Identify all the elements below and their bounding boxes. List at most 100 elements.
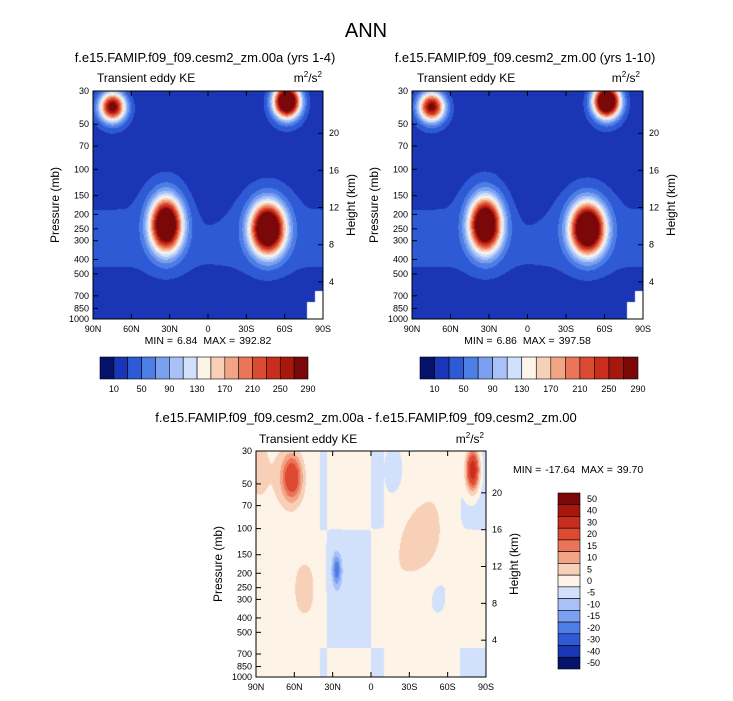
pressure-tick-label: 100 [393,164,408,174]
colorbar-label: -15 [587,611,600,621]
x-tick-label: 0 [205,324,210,334]
colorbar-label: 90 [164,384,174,394]
colorbar-box [182,356,198,380]
panel-title: f.e15.FAMIP.f09_f09.cesm2_zm.00a (yrs 1-… [75,50,336,65]
pressure-tick-label: 850 [393,303,408,313]
colorbar-box [99,356,115,380]
height-tick-label: 16 [329,165,339,175]
colorbar-label: 10 [430,384,440,394]
colorbar-box [224,356,239,380]
pressure-tick-label: 250 [74,224,89,234]
colorbar-box [448,356,464,380]
colorbar-box [196,356,212,380]
field-label: Transient eddy KE [259,432,357,446]
panel-top-left: f.e15.FAMIP.f09_f09.cesm2_zm.00a (yrs 1-… [48,50,358,394]
colorbar-box [623,356,639,380]
colorbar-box [557,516,581,529]
max-label: MAX = [581,464,613,476]
x-tick-label: 90N [248,682,265,692]
colorbar-label: -30 [587,635,600,645]
panel-title: f.e15.FAMIP.f09_f09.cesm2_zm.00a - f.e15… [155,410,577,425]
colorbar-box [141,356,156,380]
x-tick-label: 60N [123,324,140,334]
colorbar-box [155,356,170,380]
x-tick-label: 60S [277,324,293,334]
max-label: MAX = [523,335,555,347]
pressure-tick-label: 850 [237,662,252,672]
pressure-tick-label: 250 [237,583,252,593]
colorbar-label: 20 [587,529,597,539]
units-sup: 2 [318,70,323,79]
min-label: MIN = [513,464,541,476]
pressure-tick-label: 50 [242,479,252,489]
contour-field [412,91,643,319]
colorbar-box [492,356,508,380]
colorbar-box [266,356,281,380]
units-base: m [294,71,304,85]
x-tick-label: 30N [481,324,498,334]
colorbar-box [521,356,537,380]
pressure-tick-label: 700 [74,291,89,301]
pressure-tick-label: 700 [393,291,408,301]
x-tick-label: 30S [238,324,254,334]
min-value: 6.86 [496,335,517,347]
colorbar-box [557,598,581,611]
max-value: 39.70 [617,464,643,476]
height-tick-label: 4 [492,635,497,645]
y-axis-right-label: Height (km) [664,174,678,236]
panel-title: f.e15.FAMIP.f09_f09.cesm2_zm.00 (yrs 1-1… [395,50,656,65]
pressure-tick-label: 70 [79,141,89,151]
pressure-tick-label: 50 [79,119,89,129]
min-value: -17.64 [545,464,575,476]
height-tick-label: 4 [329,277,334,287]
y-axis-label: Pressure (mb) [48,167,62,243]
pressure-tick-label: 400 [237,613,252,623]
contour-field [93,91,323,319]
colorbar-label: 0 [587,576,592,586]
colorbar-label: 290 [300,384,315,394]
units-sup: 2 [466,431,471,440]
units-mid: /s [626,71,635,85]
pressure-tick-label: 30 [79,86,89,96]
colorbar-box [594,356,610,380]
pressure-tick-label: 100 [74,164,89,174]
pressure-tick-label: 70 [242,501,252,511]
pressure-tick-label: 150 [393,191,408,201]
colorbar-label: 40 [587,506,597,516]
x-tick-label: 30N [324,682,341,692]
x-tick-label: 90S [478,682,494,692]
pressure-tick-label: 500 [393,269,408,279]
panel-top-right: f.e15.FAMIP.f09_f09.cesm2_zm.00 (yrs 1-1… [367,50,678,394]
pressure-tick-label: 150 [74,191,89,201]
colorbar-label: 15 [587,541,597,551]
pressure-tick-label: 250 [393,224,408,234]
colorbar-box [113,356,129,380]
colorbar-label: -40 [587,646,600,656]
colorbar-label: 10 [109,384,119,394]
colorbar-label: 130 [514,384,529,394]
pressure-tick-label: 300 [74,236,89,246]
min-max-readout: MIN = -17.64 MAX = 39.70 [513,464,643,476]
colorbar-box [557,504,581,517]
field-label: Transient eddy KE [417,71,515,85]
colorbar-box [557,610,581,623]
units-base: m [456,432,466,446]
colorbar-label: -5 [587,588,595,598]
colorbar-label: -20 [587,623,600,633]
colorbar-box [565,356,581,380]
units-sup: 2 [636,70,641,79]
colorbar-label: -10 [587,599,600,609]
max-label: MAX = [203,335,235,347]
x-tick-label: 0 [368,682,373,692]
units-mid: /s [470,432,479,446]
colorbar-box [252,356,267,380]
x-tick-label: 90N [404,324,421,334]
pressure-tick-label: 700 [237,649,252,659]
colorbar-label: 250 [601,384,616,394]
colorbar-box [557,492,581,506]
colorbar-box [557,621,581,635]
colorbar-box [557,574,581,588]
colorbar-box [557,586,581,599]
height-tick-label: 8 [492,598,497,608]
